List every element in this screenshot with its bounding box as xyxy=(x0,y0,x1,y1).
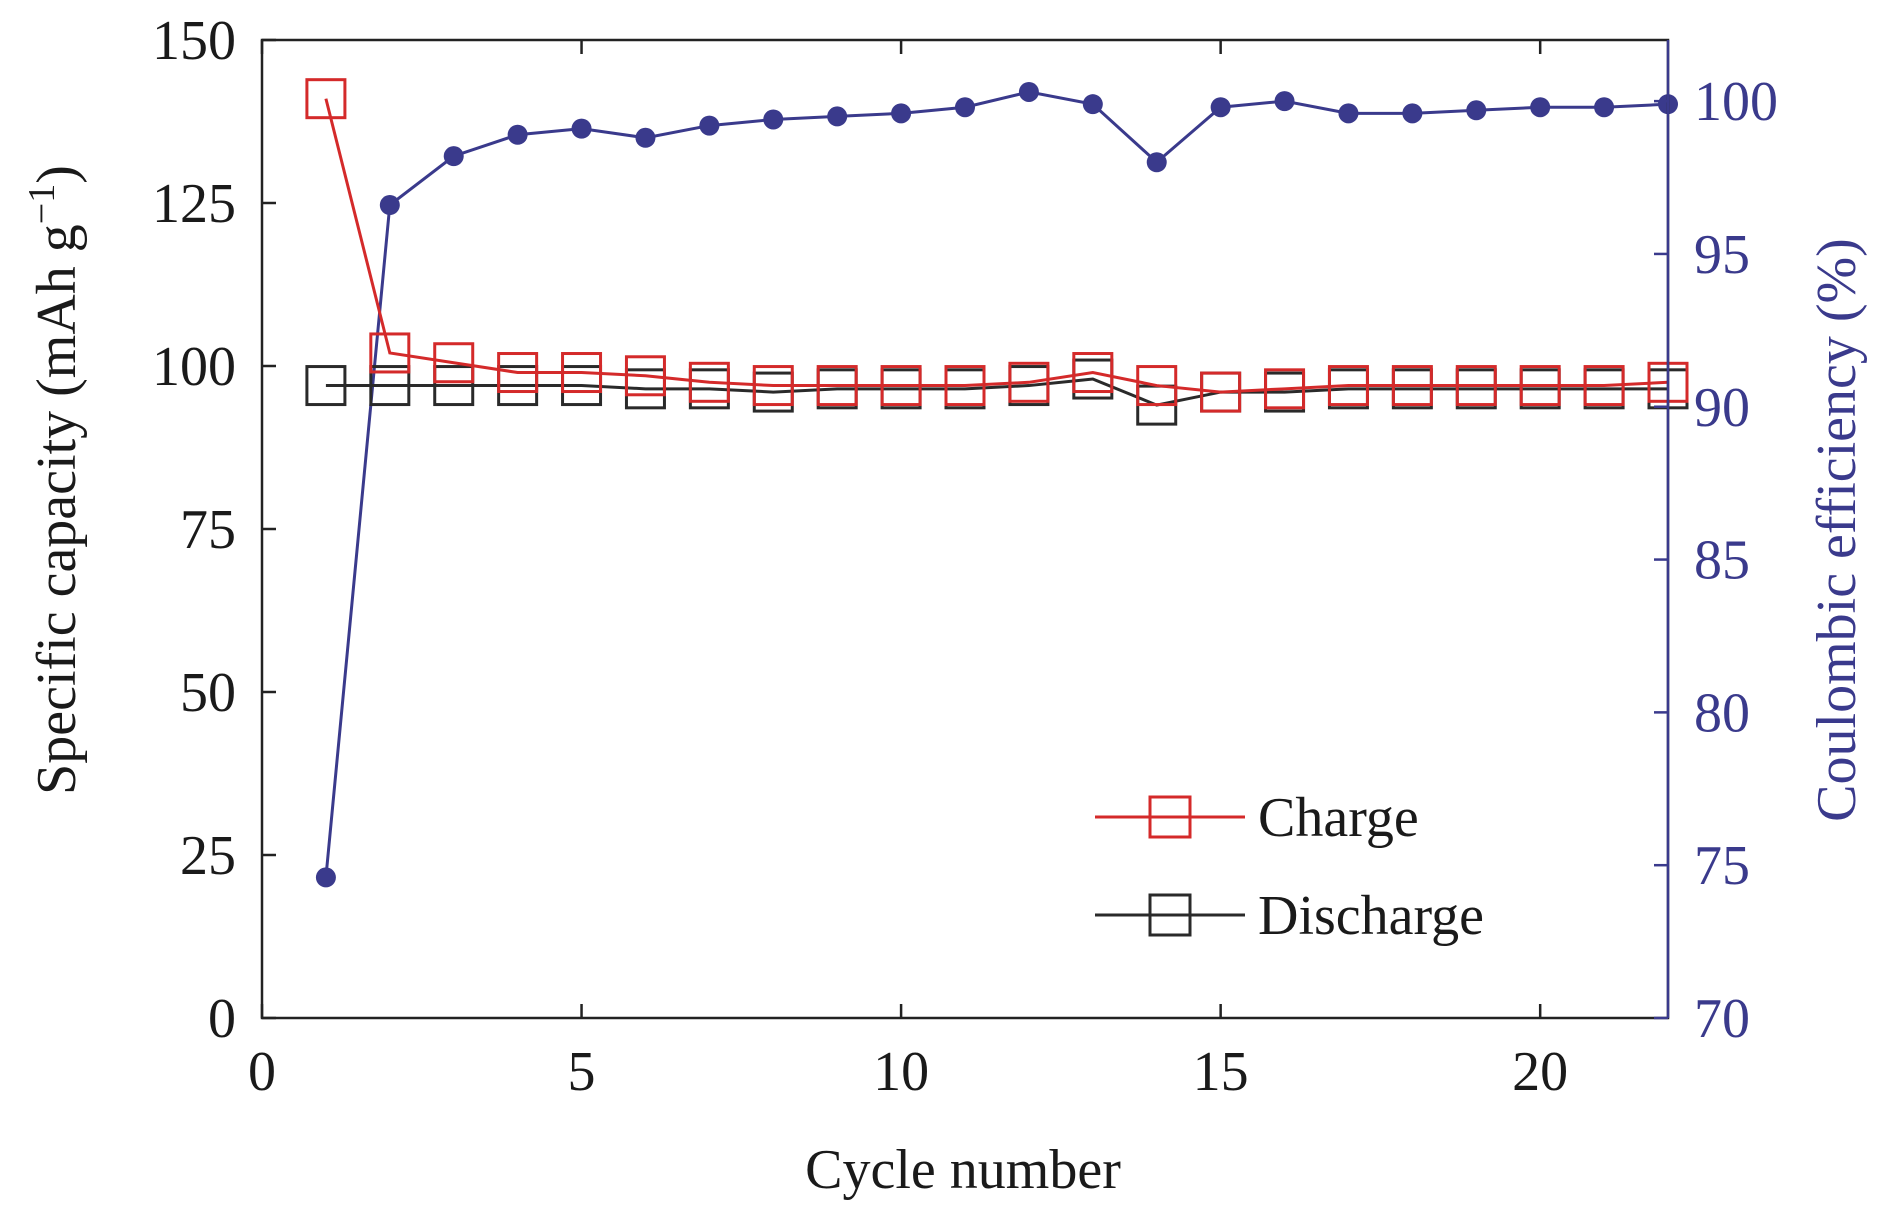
series-discharge-point xyxy=(305,365,347,407)
series-efficiency-point xyxy=(763,109,784,130)
series-efficiency-point xyxy=(827,106,848,127)
series-discharge-line xyxy=(325,377,1668,407)
left-y-tick-label: 50 xyxy=(180,662,236,724)
series-charge-point xyxy=(1264,368,1306,410)
series-charge-point xyxy=(1455,365,1497,407)
series-efficiency-point xyxy=(507,124,528,145)
series-efficiency-point xyxy=(1274,91,1295,112)
right-y-axis: 70 75 80 85 90 95 100 xyxy=(1654,71,1778,1050)
left-y-axis-title-main: Specific capacity (mAh g xyxy=(26,224,88,795)
series-charge-point xyxy=(561,352,603,394)
series-efficiency-point xyxy=(1210,97,1231,118)
legend-entry-discharge: Discharge xyxy=(1095,885,1484,947)
series-charge-point xyxy=(497,352,539,394)
series-charge-point xyxy=(1391,365,1433,407)
series-efficiency-point xyxy=(1338,103,1359,124)
x-tick-label: 0 xyxy=(248,1041,276,1103)
series-charge-point xyxy=(1136,365,1178,407)
left-y-tick-label: 25 xyxy=(180,825,236,887)
right-y-tick-label: 100 xyxy=(1694,71,1778,133)
right-y-tick-label: 85 xyxy=(1694,530,1750,592)
series-charge-point xyxy=(369,332,411,374)
series-efficiency-point xyxy=(955,97,975,118)
series-charge-point xyxy=(1583,365,1625,407)
x-axis-title: Cycle number xyxy=(805,1139,1121,1201)
left-y-axis-title-close: ) xyxy=(26,165,88,184)
series-charge-point xyxy=(624,355,666,397)
series-efficiency-point xyxy=(635,127,656,148)
series-efficiency-point xyxy=(443,146,464,167)
legend: Charge Discharge xyxy=(1095,787,1484,947)
legend-discharge-label: Discharge xyxy=(1258,885,1484,947)
series-charge-point xyxy=(1072,352,1114,394)
series-efficiency-point xyxy=(1146,152,1167,173)
series-efficiency-point xyxy=(571,118,592,139)
series-efficiency-point xyxy=(1402,103,1423,124)
left-y-tick-label: 100 xyxy=(152,336,236,398)
left-y-axis-title-superscript: −1 xyxy=(21,184,63,224)
series-layer xyxy=(305,78,1689,888)
series-efficiency-point xyxy=(379,195,400,216)
series-efficiency-line xyxy=(324,90,1669,878)
series-charge-point xyxy=(1519,365,1561,407)
right-y-axis-title: Coulombic efficiency (%) xyxy=(1806,238,1868,822)
x-tick-label: 10 xyxy=(873,1041,929,1103)
series-charge-point xyxy=(880,365,922,407)
series-charge xyxy=(305,78,1689,413)
series-charge-point xyxy=(1200,371,1242,413)
right-y-tick-label: 95 xyxy=(1694,224,1750,286)
series-efficiency-point xyxy=(699,115,720,136)
series-efficiency xyxy=(315,81,1678,888)
series-efficiency-point xyxy=(1530,97,1551,118)
series-charge-point xyxy=(305,78,347,120)
series-charge-point xyxy=(1008,361,1050,403)
left-y-tick-label: 150 xyxy=(152,10,236,72)
right-y-tick-label: 90 xyxy=(1694,377,1750,439)
left-y-tick-label: 75 xyxy=(180,499,236,561)
left-y-tick-label: 125 xyxy=(152,173,236,235)
right-y-tick-label: 80 xyxy=(1694,682,1750,744)
series-efficiency-point xyxy=(315,867,336,888)
left-y-axis-title: Specific capacity (mAh g−1) xyxy=(21,165,88,795)
series-efficiency-point xyxy=(1018,81,1039,102)
legend-discharge-marker xyxy=(1148,893,1192,937)
left-y-tick-label: 0 xyxy=(208,988,236,1050)
x-tick-label: 5 xyxy=(568,1041,596,1103)
legend-charge-label: Charge xyxy=(1258,787,1419,849)
series-charge-point xyxy=(816,365,858,407)
legend-charge-marker xyxy=(1148,795,1192,839)
series-charge-point xyxy=(433,342,475,384)
series-charge-line xyxy=(324,98,1669,394)
series-efficiency-point xyxy=(1594,97,1615,118)
series-efficiency-point xyxy=(891,103,912,124)
right-y-tick-label: 70 xyxy=(1694,988,1750,1050)
legend-entry-charge: Charge xyxy=(1095,787,1419,849)
series-discharge-point xyxy=(433,365,475,407)
series-efficiency-point xyxy=(1466,100,1487,121)
series-charge-point xyxy=(688,361,730,403)
x-axis: 0 5 10 15 20 xyxy=(248,40,1568,1103)
left-y-axis: 0 25 50 75 100 125 150 xyxy=(152,10,276,1050)
series-charge-point xyxy=(1327,365,1369,407)
series-charge-point xyxy=(944,365,986,407)
x-tick-label: 20 xyxy=(1512,1041,1568,1103)
right-y-tick-label: 75 xyxy=(1694,835,1750,897)
series-efficiency-point xyxy=(1082,94,1103,115)
x-tick-label: 15 xyxy=(1193,1041,1249,1103)
series-discharge-point xyxy=(369,365,411,407)
series-charge-point xyxy=(752,365,794,407)
